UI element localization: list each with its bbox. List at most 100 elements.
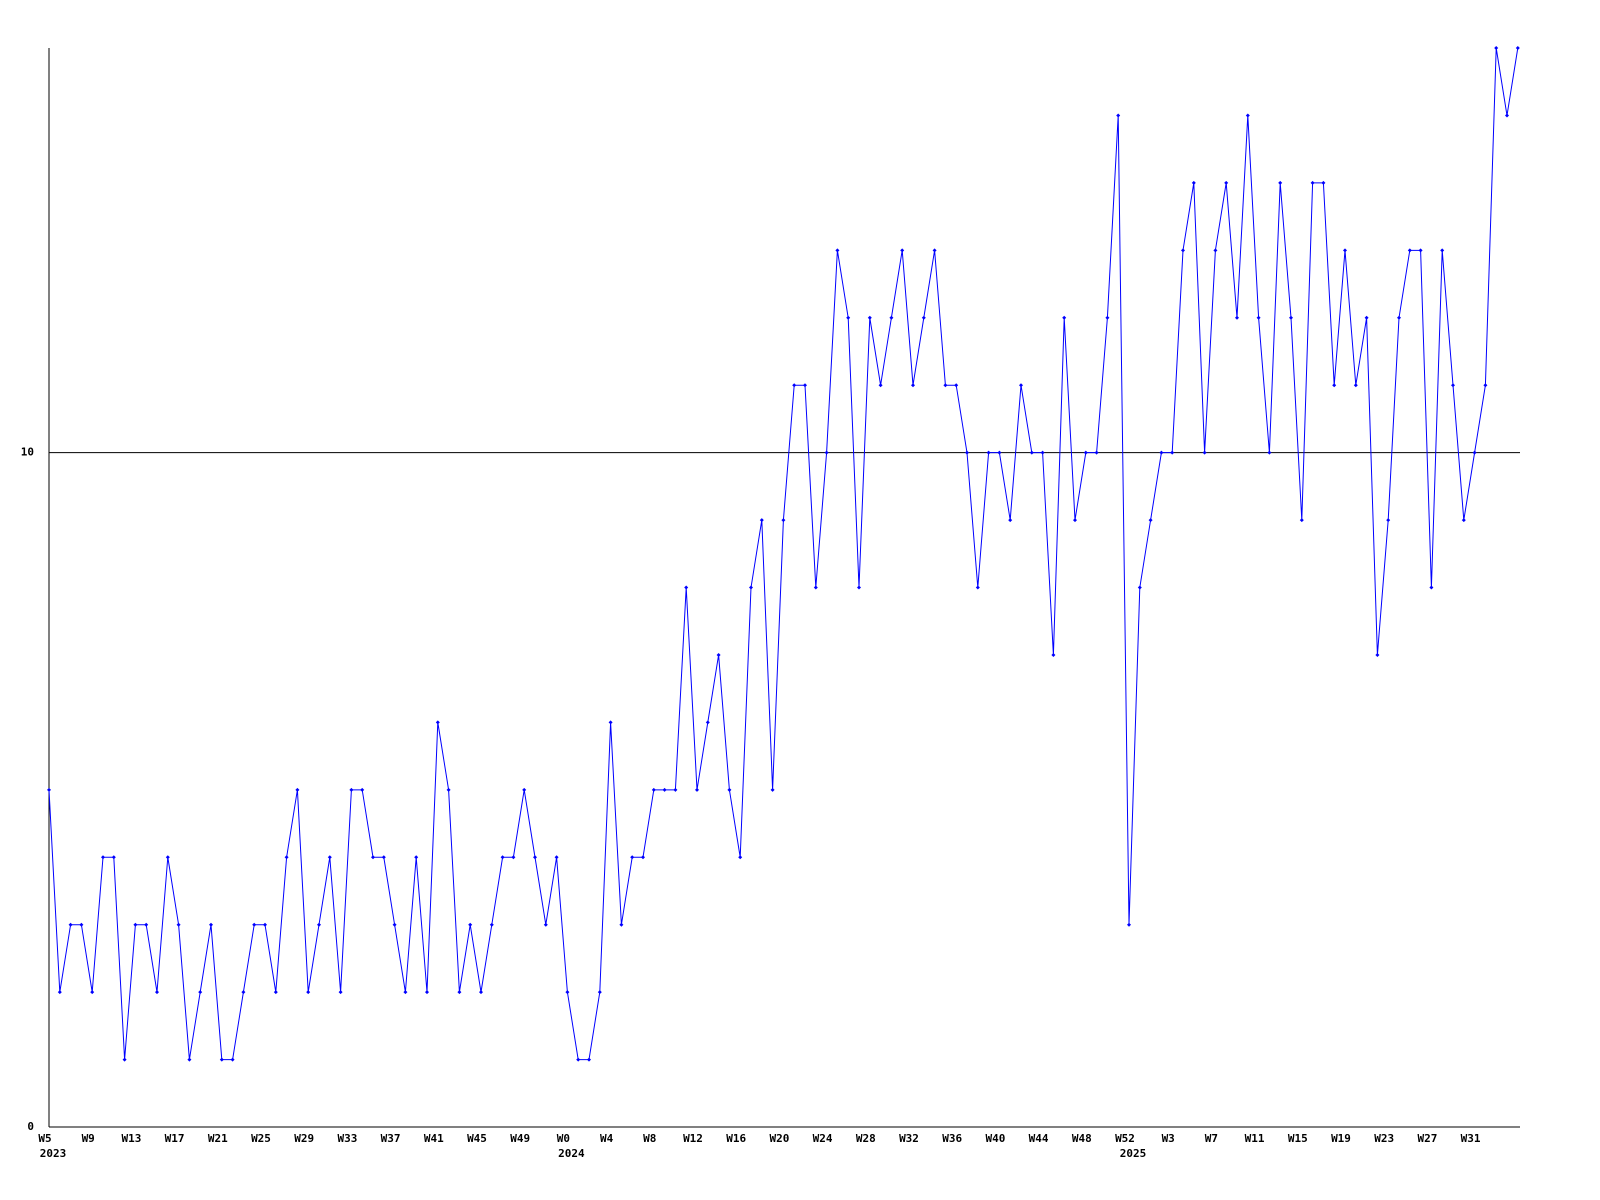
data-point <box>932 248 937 253</box>
data-point <box>371 855 375 860</box>
data-point <box>587 1057 591 1062</box>
data-point <box>155 990 159 995</box>
x-tick-label: W24 <box>813 1132 833 1145</box>
data-point <box>47 787 51 792</box>
x-tick-label: W8 <box>643 1132 656 1145</box>
x-tick-label: W7 <box>1205 1132 1218 1145</box>
data-point <box>954 383 959 388</box>
data-point <box>576 1057 581 1062</box>
data-point <box>1181 248 1185 253</box>
data-point <box>695 787 699 792</box>
data-point <box>1343 248 1347 253</box>
data-point <box>1375 652 1380 657</box>
data-point <box>392 922 397 927</box>
data-point <box>1073 518 1077 523</box>
data-point <box>846 315 851 320</box>
data-point <box>1289 315 1293 320</box>
data-point <box>738 855 743 860</box>
data-point <box>435 720 440 725</box>
data-point <box>705 720 710 725</box>
data-point <box>641 855 645 860</box>
data-point <box>1224 180 1229 185</box>
data-point <box>187 1057 192 1062</box>
data-point <box>1127 922 1131 927</box>
data-point <box>511 855 516 860</box>
data-point <box>1407 248 1412 253</box>
x-year-label: 2023 <box>40 1147 67 1160</box>
data-point <box>414 855 419 860</box>
x-tick-label: W0 <box>557 1132 570 1145</box>
x-year-label: 2024 <box>558 1147 585 1160</box>
x-tick-label: W40 <box>985 1132 1005 1145</box>
data-point <box>781 518 786 523</box>
x-tick-label: W52 <box>1115 1132 1135 1145</box>
x-tick-label: W27 <box>1417 1132 1437 1145</box>
x-tick-label: W12 <box>683 1132 703 1145</box>
data-point <box>403 990 408 995</box>
data-point <box>543 922 548 927</box>
x-tick-label: W19 <box>1331 1132 1351 1145</box>
data-point <box>1364 315 1369 320</box>
data-point <box>522 787 527 792</box>
x-tick-label: W29 <box>294 1132 314 1145</box>
data-point <box>759 518 764 523</box>
x-tick-label: W23 <box>1374 1132 1394 1145</box>
data-point <box>608 720 613 725</box>
data-point <box>1256 315 1261 320</box>
x-tick-label: W5 <box>38 1132 51 1145</box>
x-tick-label: W37 <box>381 1132 401 1145</box>
data-point <box>716 652 721 657</box>
x-tick-label: W49 <box>510 1132 530 1145</box>
data-point <box>867 315 872 320</box>
data-point <box>176 922 181 927</box>
data-point <box>900 248 905 253</box>
x-tick-label: W45 <box>467 1132 487 1145</box>
data-point <box>252 922 257 927</box>
data-point <box>651 787 656 792</box>
x-tick-label: W48 <box>1072 1132 1092 1145</box>
data-point <box>338 990 343 995</box>
data-point <box>1451 383 1455 388</box>
x-tick-label: W28 <box>856 1132 876 1145</box>
data-point <box>965 450 969 455</box>
data-point <box>295 787 300 792</box>
data-point <box>198 990 203 995</box>
x-tick-label: W13 <box>121 1132 141 1145</box>
data-point <box>1008 518 1013 523</box>
data-point <box>1040 450 1045 455</box>
data-point <box>230 1057 235 1062</box>
data-point <box>1137 585 1142 590</box>
data-point <box>1105 315 1110 320</box>
x-tick-label: W25 <box>251 1132 271 1145</box>
data-point <box>1515 46 1520 50</box>
data-point <box>1245 113 1250 118</box>
data-point <box>1235 315 1239 320</box>
data-point <box>813 585 818 590</box>
data-point <box>835 248 840 253</box>
data-point <box>878 383 883 388</box>
x-tick-label: W41 <box>424 1132 444 1145</box>
data-point <box>1397 315 1401 320</box>
data-point <box>803 383 807 388</box>
data-point <box>1429 585 1434 590</box>
x-tick-label: W3 <box>1162 1132 1175 1145</box>
data-point <box>1191 180 1196 185</box>
x-tick-label: W20 <box>769 1132 789 1145</box>
x-tick-label: W17 <box>165 1132 185 1145</box>
data-point <box>101 855 105 860</box>
data-line <box>48 47 1519 1061</box>
data-point <box>1029 450 1034 455</box>
data-point <box>219 1057 224 1062</box>
data-point <box>349 787 354 792</box>
data-point <box>327 855 332 860</box>
data-point <box>425 990 429 995</box>
data-point <box>457 990 462 995</box>
data-point <box>1310 180 1315 185</box>
data-point <box>360 787 365 792</box>
data-point <box>1299 518 1304 523</box>
x-tick-label: W9 <box>82 1132 95 1145</box>
data-point <box>1472 450 1477 455</box>
data-point <box>554 855 559 860</box>
data-point <box>1116 113 1121 118</box>
